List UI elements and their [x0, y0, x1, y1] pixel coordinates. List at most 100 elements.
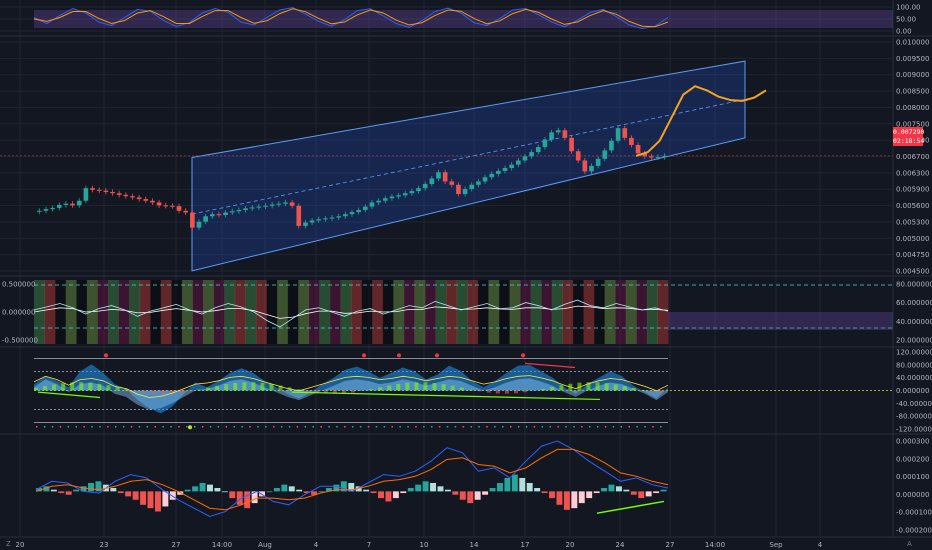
oscillator-panel[interactable] — [33, 280, 893, 344]
osc-stripe — [150, 280, 162, 344]
wave-money-flow-bar — [233, 382, 238, 391]
candle-body — [283, 202, 288, 204]
auto-scale-button[interactable]: A — [907, 540, 912, 548]
macd-histogram-bar — [325, 488, 332, 492]
osc-stripe — [646, 280, 658, 344]
macd-histogram-bar — [370, 491, 377, 494]
macd-tick-label: -0.000100 — [896, 509, 932, 517]
price-tick-label: 0.008500 — [896, 88, 929, 96]
wave-money-flow-bar — [622, 386, 627, 391]
wave-signal-tick — [604, 426, 607, 428]
wave-money-flow-bar — [178, 390, 183, 393]
candle-body — [409, 191, 415, 194]
candle-body — [482, 177, 488, 182]
osc-stripe — [446, 280, 458, 344]
wave-money-flow-bar — [441, 384, 446, 391]
macd-histogram-bar — [549, 491, 555, 499]
wave-money-flow-bar — [658, 390, 663, 393]
wave-signal-tick — [336, 426, 338, 428]
wave-signal-tick — [367, 426, 370, 428]
wave-signal-tick — [328, 426, 330, 428]
macd-histogram-bar — [541, 491, 548, 494]
wave-money-flow-bar — [414, 382, 419, 391]
candle-body — [63, 203, 69, 205]
time-axis[interactable]: 20 23 27 14:00 Aug 4 7 10 14 17 20 24 27 14:00 Sep 4 — [16, 541, 823, 549]
wave-signal-tick — [225, 426, 228, 428]
price-panel[interactable] — [0, 60, 893, 272]
wave-divergence-line — [37, 391, 101, 399]
wave-tick-label: -80.000000 — [896, 413, 932, 421]
candle-body — [496, 170, 501, 174]
wave-money-flow-bar — [649, 390, 654, 392]
osc-stripe — [467, 280, 479, 344]
wave-signal-tick — [644, 426, 646, 428]
wave-money-flow-bar — [115, 387, 120, 391]
candle-body — [369, 202, 375, 207]
wave-tick-label: -120.000000 — [896, 426, 932, 434]
wave-signal-tick — [304, 426, 307, 428]
wave-signal-tick — [652, 426, 654, 428]
wave-signal-tick — [478, 426, 480, 428]
wave-sell-dot — [362, 353, 366, 358]
osc-tick-label: 40.000000 — [896, 318, 932, 326]
osc-stripe — [414, 280, 426, 344]
wave-sell-dot — [397, 353, 401, 358]
osc-stripe — [171, 280, 183, 344]
x-tick-label: 17 — [521, 541, 530, 549]
candle-body — [156, 202, 162, 206]
candle-body — [90, 188, 95, 190]
candle-body — [70, 203, 75, 206]
osc-stripe — [488, 280, 500, 344]
wave-signal-tick — [280, 426, 283, 428]
wave-signal-tick — [178, 426, 180, 428]
candle-body — [163, 205, 169, 207]
osc-stripe — [351, 280, 363, 344]
macd-line — [35, 440, 669, 518]
wave-money-flow-bar — [514, 390, 519, 394]
macd-histogram-bar — [73, 489, 80, 492]
panel-separators — [0, 0, 932, 538]
wave-trend-panel[interactable] — [33, 353, 893, 430]
wave-money-flow-bar — [296, 389, 301, 391]
wave-tick-label: 40.000000 — [896, 374, 932, 382]
wave-signal-tick — [344, 426, 346, 428]
stochastic-panel[interactable] — [33, 7, 893, 30]
macd-histogram-bar — [601, 488, 608, 492]
candle-body — [96, 189, 102, 191]
macd-histogram-bar — [192, 486, 199, 492]
candle-body — [136, 197, 142, 200]
wave-signal-tick — [122, 426, 125, 428]
candle-body — [150, 200, 155, 203]
macd-histogram-bar — [615, 486, 622, 492]
wave-tick-label: -40.000000 — [896, 400, 932, 408]
candle-body — [309, 220, 315, 223]
osc-stripe — [277, 280, 289, 344]
wave-divergence-line — [291, 391, 601, 401]
wave-signal-tick — [51, 426, 54, 428]
candle-body — [343, 214, 348, 217]
macd-histogram-bar — [340, 481, 347, 492]
x-tick-label: 7 — [367, 541, 371, 549]
wave-signal-tick — [273, 426, 275, 428]
candle-body — [469, 184, 475, 190]
wave-signal-tick — [320, 426, 322, 428]
macd-histogram-bar — [378, 491, 384, 499]
candle-body — [502, 168, 508, 171]
macd-histogram-bar — [95, 481, 102, 492]
candle-body — [216, 214, 222, 216]
osc-stripe — [551, 280, 563, 344]
price-tick-label: 0.005300 — [896, 218, 929, 226]
wave-signal-tick — [186, 426, 188, 428]
wave-money-flow-bar — [52, 384, 57, 391]
osc-stripe — [118, 280, 130, 344]
macd-histogram-bar — [363, 489, 370, 492]
macd-panel[interactable] — [35, 440, 669, 518]
price-tick-label: 0.009500 — [896, 55, 929, 63]
timezone-button[interactable]: Z — [6, 540, 11, 548]
macd-histogram-bar — [169, 491, 176, 500]
wave-signal-tick — [470, 426, 472, 428]
osc-stripe — [234, 280, 246, 344]
candle-body — [83, 188, 89, 201]
macd-histogram-bar — [214, 488, 221, 492]
